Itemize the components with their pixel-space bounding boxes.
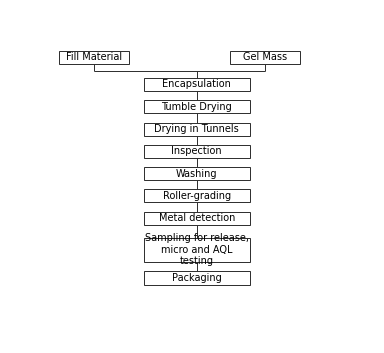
Text: Roller-grading: Roller-grading [163,191,231,201]
Text: Inspection: Inspection [172,146,222,156]
FancyBboxPatch shape [144,145,250,158]
Text: Fill Material: Fill Material [66,52,122,62]
Text: Washing: Washing [176,169,218,179]
Text: Encapsulation: Encapsulation [162,79,231,90]
FancyBboxPatch shape [144,190,250,203]
FancyBboxPatch shape [59,51,129,64]
FancyBboxPatch shape [144,78,250,91]
Text: Metal detection: Metal detection [159,213,235,223]
Text: Packaging: Packaging [172,273,222,283]
FancyBboxPatch shape [144,100,250,113]
FancyBboxPatch shape [144,167,250,180]
FancyBboxPatch shape [144,122,250,136]
Text: Sampling for release,
micro and AQL
testing: Sampling for release, micro and AQL test… [145,233,249,267]
Text: Drying in Tunnels: Drying in Tunnels [154,124,239,134]
FancyBboxPatch shape [230,51,300,64]
Text: Gel Mass: Gel Mass [243,52,287,62]
Text: Tumble Drying: Tumble Drying [161,102,232,112]
FancyBboxPatch shape [144,212,250,225]
FancyBboxPatch shape [144,271,250,285]
FancyBboxPatch shape [144,238,250,262]
